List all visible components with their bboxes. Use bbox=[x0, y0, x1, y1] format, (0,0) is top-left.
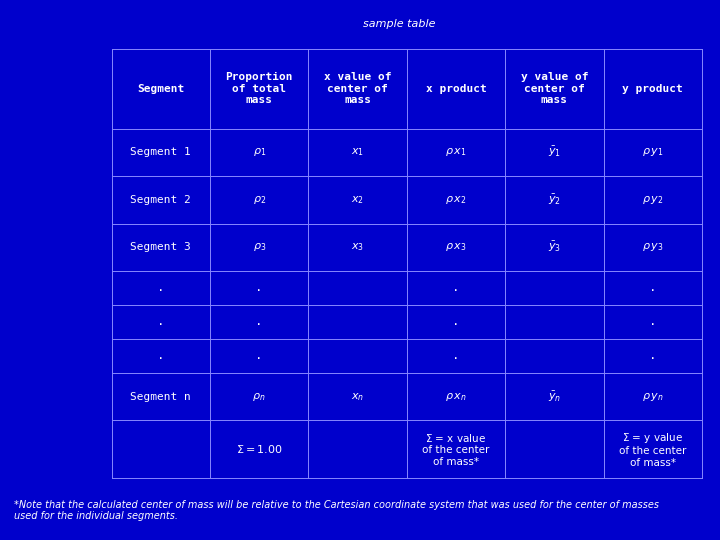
Text: $\Sigma$ = x value
of the center
of mass*: $\Sigma$ = x value of the center of mass… bbox=[423, 431, 490, 467]
Text: y product: y product bbox=[622, 84, 683, 93]
Text: $x_1$: $x_1$ bbox=[351, 146, 364, 158]
Text: .: . bbox=[157, 349, 165, 362]
Text: $x_3$: $x_3$ bbox=[351, 241, 364, 253]
Text: .: . bbox=[649, 315, 657, 328]
Text: Proportion
of total
mass: Proportion of total mass bbox=[225, 72, 293, 105]
Text: $\rho\, x_3$: $\rho\, x_3$ bbox=[445, 241, 467, 253]
Text: *Note that the calculated center of mass will be relative to the Cartesian coord: *Note that the calculated center of mass… bbox=[14, 500, 660, 521]
Text: $\rho\, y_3$: $\rho\, y_3$ bbox=[642, 241, 664, 253]
Text: x value of
center of
mass: x value of center of mass bbox=[324, 72, 392, 105]
Text: $\rho\, y_2$: $\rho\, y_2$ bbox=[642, 194, 664, 206]
Text: Segment: Segment bbox=[138, 84, 184, 93]
Text: $\Sigma = 1.00$: $\Sigma = 1.00$ bbox=[236, 443, 282, 455]
Text: $\bar{y}_3$: $\bar{y}_3$ bbox=[548, 240, 561, 254]
Text: .: . bbox=[256, 281, 263, 294]
Text: $\bar{y}_1$: $\bar{y}_1$ bbox=[548, 145, 561, 159]
Text: $\rho\, x_n$: $\rho\, x_n$ bbox=[445, 390, 467, 403]
Text: .: . bbox=[649, 281, 657, 294]
Text: .: . bbox=[452, 281, 460, 294]
Text: y value of
center of
mass: y value of center of mass bbox=[521, 72, 588, 105]
Text: x product: x product bbox=[426, 84, 487, 93]
Text: .: . bbox=[256, 315, 263, 328]
Text: .: . bbox=[649, 349, 657, 362]
Text: $x_n$: $x_n$ bbox=[351, 391, 364, 403]
Text: Segment 3: Segment 3 bbox=[130, 242, 192, 252]
Text: .: . bbox=[157, 315, 165, 328]
Text: .: . bbox=[256, 349, 263, 362]
Text: $\rho_3$: $\rho_3$ bbox=[253, 241, 266, 253]
Text: $\rho\, y_1$: $\rho\, y_1$ bbox=[642, 146, 664, 158]
Text: $\rho\, x_2$: $\rho\, x_2$ bbox=[445, 194, 467, 206]
Text: .: . bbox=[452, 349, 460, 362]
Text: $\rho\, x_1$: $\rho\, x_1$ bbox=[445, 146, 467, 158]
Text: $\rho\, y_n$: $\rho\, y_n$ bbox=[642, 390, 664, 403]
Text: .: . bbox=[452, 315, 460, 328]
Text: sample table: sample table bbox=[364, 19, 436, 29]
Text: $x_2$: $x_2$ bbox=[351, 194, 364, 206]
Text: $\Sigma$ = y value
of the center
of mass*: $\Sigma$ = y value of the center of mass… bbox=[619, 430, 686, 468]
Text: Segment n: Segment n bbox=[130, 392, 192, 402]
Text: $\rho_2$: $\rho_2$ bbox=[253, 194, 266, 206]
Text: .: . bbox=[157, 281, 165, 294]
Text: Segment 1: Segment 1 bbox=[130, 147, 192, 157]
Text: Segment 2: Segment 2 bbox=[130, 195, 192, 205]
Text: $\rho_1$: $\rho_1$ bbox=[253, 146, 266, 158]
Text: $\rho_n$: $\rho_n$ bbox=[253, 390, 266, 403]
Text: $\bar{y}_n$: $\bar{y}_n$ bbox=[548, 389, 561, 404]
Text: $\bar{y}_2$: $\bar{y}_2$ bbox=[548, 193, 561, 207]
